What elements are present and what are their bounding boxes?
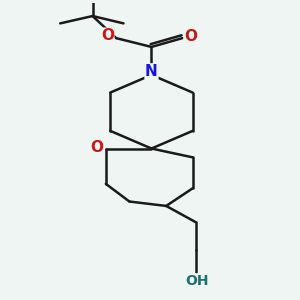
Text: OH: OH	[185, 274, 209, 288]
Text: O: O	[90, 140, 103, 154]
Text: O: O	[101, 28, 114, 43]
Text: N: N	[145, 64, 158, 79]
Text: O: O	[184, 29, 197, 44]
